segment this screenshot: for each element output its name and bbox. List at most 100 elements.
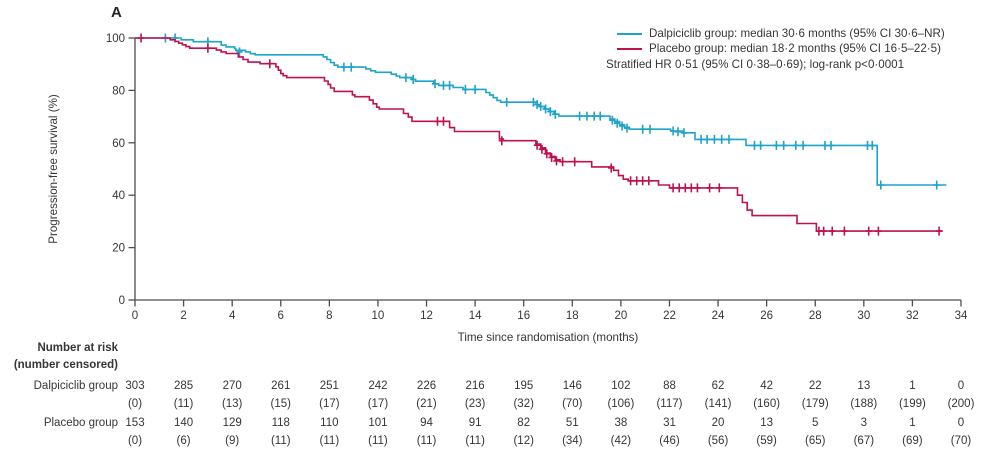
risk-value: 285: [174, 380, 193, 392]
risk-value: 94: [420, 417, 433, 429]
risk-censored-value: (70): [951, 435, 972, 447]
risk-value: 38: [614, 417, 627, 429]
risk-table-subheader: (number censored): [14, 359, 118, 371]
risk-censored-value: (0): [128, 435, 142, 447]
y-tick-label: 80: [112, 85, 125, 97]
censor-mark-dalpiciclib: [614, 118, 621, 128]
censor-mark-dalpiciclib: [402, 73, 410, 83]
x-tick-label: 32: [906, 310, 919, 322]
censor-mark-dalpiciclib: [792, 140, 799, 150]
risk-value: 261: [271, 380, 290, 392]
risk-censored-value: (0): [128, 398, 142, 410]
censor-mark-dalpiciclib: [711, 134, 718, 144]
censor-mark-dalpiciclib: [446, 80, 453, 90]
censor-mark-placebo: [676, 183, 683, 193]
risk-censored-value: (56): [708, 435, 729, 447]
censor-mark-placebo: [841, 226, 848, 236]
legend-label-placebo: Placebo group: median 18·2 months (95% C…: [649, 42, 941, 56]
risk-row-label: Placebo group: [44, 417, 118, 429]
risk-censored-value: (199): [899, 398, 926, 410]
risk-censored-value: (117): [656, 398, 682, 410]
risk-value: 0: [958, 417, 964, 429]
risk-value: 42: [760, 380, 773, 392]
risk-value: 20: [712, 417, 725, 429]
risk-value: 251: [320, 380, 339, 392]
risk-censored-value: (11): [465, 435, 485, 447]
censor-mark-placebo: [538, 144, 546, 154]
y-tick-label: 0: [119, 295, 125, 307]
censor-mark-placebo: [829, 226, 836, 236]
x-tick-label: 20: [614, 310, 627, 322]
risk-value: 31: [663, 417, 676, 429]
panel-label: A: [111, 4, 122, 21]
risk-value: 88: [663, 380, 676, 392]
censor-mark-dalpiciclib: [821, 140, 829, 150]
censor-mark-placebo: [875, 226, 882, 236]
censor-mark-dalpiciclib: [410, 74, 417, 84]
risk-censored-value: (179): [802, 398, 829, 410]
censor-mark-dalpiciclib: [542, 104, 549, 114]
x-tick-label: 26: [760, 310, 773, 322]
risk-value: 102: [611, 380, 630, 392]
censor-mark-placebo: [440, 116, 447, 126]
risk-censored-value: (70): [562, 398, 583, 410]
censor-mark-dalpiciclib: [697, 134, 705, 144]
censor-mark-placebo: [543, 149, 550, 159]
x-tick-label: 24: [712, 310, 725, 322]
censor-mark-dalpiciclib: [530, 97, 537, 107]
risk-value: 62: [712, 380, 725, 392]
legend-label-dalpiciclib: Dalpiciclib group: median 30·6 months (9…: [649, 27, 945, 40]
censor-mark-dalpiciclib: [340, 62, 348, 72]
legend-item-dalpiciclib: Dalpiciclib group: median 30·6 months (9…: [617, 26, 945, 41]
x-tick-label: 4: [229, 310, 236, 322]
y-axis-title: Progression-free survival (%): [47, 94, 60, 244]
y-tick-label: 40: [112, 190, 125, 202]
censor-mark-dalpiciclib: [547, 107, 554, 117]
censor-mark-placebo: [682, 183, 689, 193]
risk-value: 13: [857, 380, 870, 392]
risk-censored-value: (160): [753, 398, 780, 410]
risk-value: 1: [909, 417, 915, 429]
censor-mark-dalpiciclib: [471, 84, 479, 94]
risk-censored-value: (34): [562, 435, 583, 447]
censor-mark-placebo: [434, 116, 441, 126]
x-tick-label: 12: [420, 310, 433, 322]
risk-value: 5: [812, 417, 818, 429]
censor-mark-dalpiciclib: [757, 140, 764, 150]
risk-value: 110: [320, 417, 338, 429]
risk-censored-value: (9): [225, 435, 239, 447]
censor-mark-dalpiciclib: [618, 121, 626, 131]
risk-value: 216: [466, 380, 485, 392]
censor-mark-dalpiciclib: [718, 134, 725, 144]
risk-censored-value: (11): [417, 435, 437, 447]
censor-mark-placebo: [645, 176, 652, 186]
x-tick-label: 0: [132, 310, 138, 322]
censor-mark-placebo: [266, 59, 273, 69]
censor-mark-placebo: [820, 226, 827, 236]
censor-mark-placebo: [639, 176, 646, 186]
censor-mark-placebo: [204, 43, 212, 53]
risk-value: 129: [223, 417, 242, 429]
censor-mark-placebo: [498, 136, 505, 146]
x-tick-label: 14: [469, 310, 482, 322]
x-tick-label: 34: [955, 310, 968, 322]
x-tick-label: 16: [517, 310, 530, 322]
censor-mark-dalpiciclib: [799, 140, 807, 150]
censor-mark-dalpiciclib: [639, 124, 646, 134]
censor-mark-dalpiciclib: [440, 80, 447, 90]
dalpiciclib-line-swatch-icon: [617, 32, 642, 35]
censor-mark-dalpiciclib: [933, 180, 940, 190]
placebo-line-swatch-icon: [617, 48, 642, 51]
censor-mark-dalpiciclib: [503, 97, 510, 107]
risk-value: 1: [909, 380, 915, 392]
censor-mark-dalpiciclib: [725, 134, 733, 144]
censor-mark-dalpiciclib: [703, 134, 711, 144]
censor-mark-dalpiciclib: [597, 111, 604, 121]
censor-mark-dalpiciclib: [877, 180, 884, 190]
risk-value: 153: [125, 417, 144, 429]
risk-value: 82: [517, 417, 530, 429]
risk-censored-value: (17): [319, 398, 340, 410]
risk-value: 51: [566, 417, 579, 429]
risk-value: 91: [469, 417, 482, 429]
censor-mark-placebo: [627, 176, 634, 186]
